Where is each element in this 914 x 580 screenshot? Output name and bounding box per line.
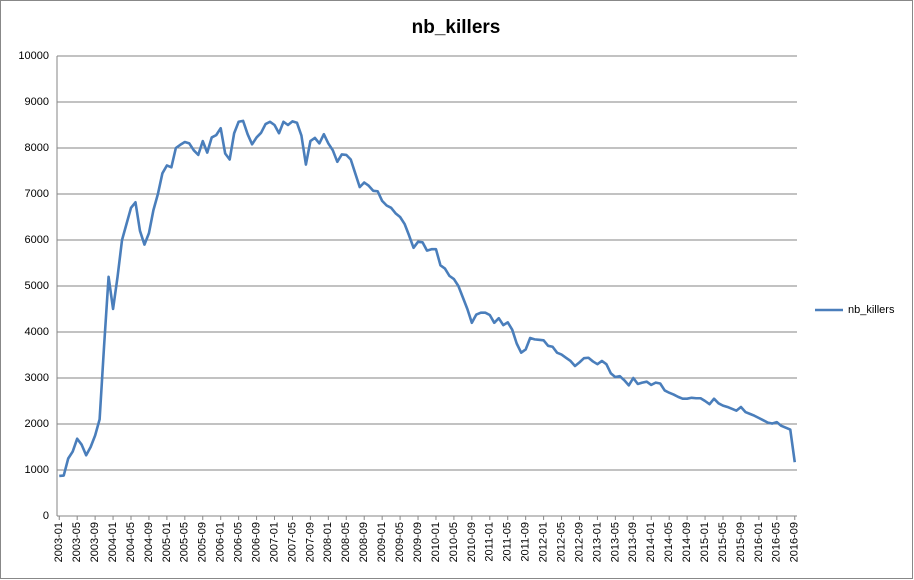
x-tick-label: 2010-09	[466, 522, 478, 562]
x-tick-label: 2011-05	[502, 522, 514, 562]
y-tick-label: 8000	[25, 142, 49, 154]
x-tick-label: 2010-01	[430, 522, 442, 562]
x-tick-label: 2007-05	[286, 522, 298, 562]
x-tick-label: 2012-09	[573, 522, 585, 562]
x-tick-label: 2013-09	[627, 522, 639, 562]
y-tick-label: 10000	[18, 50, 49, 62]
chart-title: nb_killers	[412, 17, 501, 38]
x-tick-label: 2007-01	[268, 522, 280, 562]
x-tick-label: 2014-05	[663, 522, 675, 562]
x-tick-label: 2009-01	[376, 522, 388, 562]
x-tick-label: 2003-05	[71, 522, 83, 562]
y-tick-label: 0	[43, 510, 49, 522]
x-tick-label: 2004-09	[143, 522, 155, 562]
x-tick-label: 2004-01	[107, 522, 119, 562]
y-tick-label: 2000	[25, 418, 49, 430]
y-tick-label: 3000	[25, 372, 49, 384]
y-tick-label: 4000	[25, 326, 49, 338]
x-tick-label: 2005-01	[161, 522, 173, 562]
y-tick-label: 7000	[25, 188, 49, 200]
legend-label: nb_killers	[848, 304, 895, 316]
x-tick-label: 2003-01	[53, 522, 65, 562]
x-tick-label: 2013-01	[591, 522, 603, 562]
y-tick-label: 9000	[25, 96, 49, 108]
y-tick-label: 1000	[25, 464, 49, 476]
x-tick-label: 2016-09	[789, 522, 801, 562]
x-tick-label: 2006-01	[215, 522, 227, 562]
x-tick-label: 2008-05	[340, 522, 352, 562]
x-tick-label: 2015-01	[699, 522, 711, 562]
x-tick-label: 2016-01	[753, 522, 765, 562]
y-tick-label: 5000	[25, 280, 49, 292]
x-tick-label: 2012-05	[555, 522, 567, 562]
x-tick-label: 2007-09	[304, 522, 316, 562]
x-tick-label: 2004-05	[125, 522, 137, 562]
x-tick-label: 2015-05	[717, 522, 729, 562]
x-tick-label: 2014-01	[645, 522, 657, 562]
x-tick-label: 2011-09	[520, 522, 532, 562]
x-tick-label: 2003-09	[89, 522, 101, 562]
x-tick-label: 2010-05	[448, 522, 460, 562]
data-line	[59, 119, 797, 478]
x-tick-label: 2013-05	[609, 522, 621, 562]
x-tick-label: 2016-05	[771, 522, 783, 562]
x-tick-label: 2005-05	[179, 522, 191, 562]
x-tick-label: 2009-09	[412, 522, 424, 562]
x-tick-label: 2009-05	[394, 522, 406, 562]
x-tick-label: 2006-05	[233, 522, 245, 562]
x-tick-label: 2011-01	[484, 522, 496, 562]
x-tick-label: 2015-09	[735, 522, 747, 562]
x-tick-label: 2012-01	[538, 522, 550, 562]
x-tick-label: 2008-09	[358, 522, 370, 562]
x-tick-label: 2008-01	[322, 522, 334, 562]
x-tick-label: 2006-09	[250, 522, 262, 562]
y-tick-label: 6000	[25, 234, 49, 246]
x-tick-label: 2005-09	[197, 522, 209, 562]
x-tick-label: 2014-09	[681, 522, 693, 562]
